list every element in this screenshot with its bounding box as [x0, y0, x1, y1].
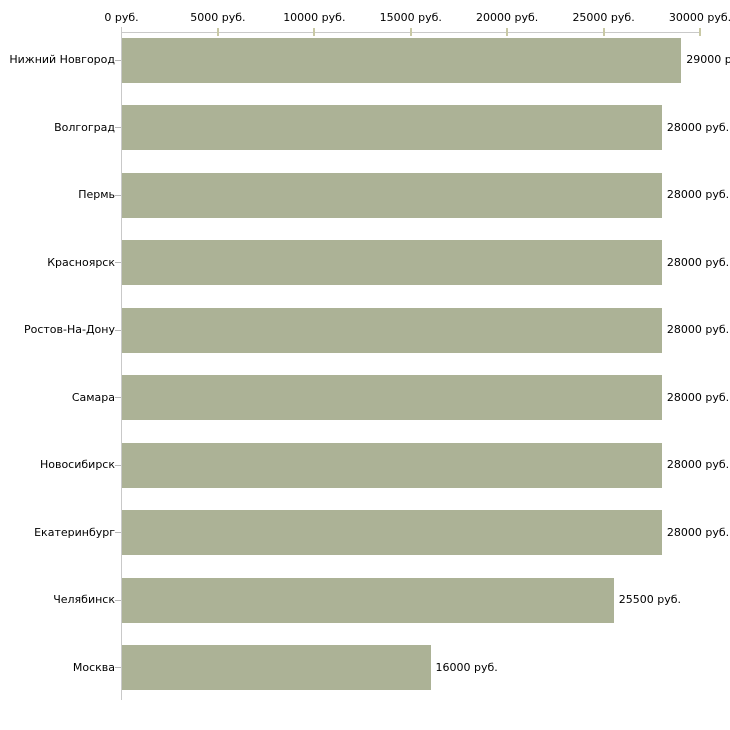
x-tick-label: 5000 руб. [190, 11, 246, 24]
bar [122, 37, 682, 83]
bar [122, 510, 662, 555]
bar [122, 307, 662, 353]
bar-value-label: 28000 руб. [666, 120, 730, 134]
category-label: Москва [72, 660, 115, 674]
category-label: Нижний Новгород [9, 53, 115, 66]
x-tick-mark [699, 28, 701, 36]
x-tick-label: 15000 руб. [379, 11, 442, 24]
x-tick-label: 25000 руб. [572, 11, 635, 24]
bar-value-label: 16000 руб. [435, 660, 498, 674]
x-tick-mark [313, 28, 316, 36]
category-label: Самара [71, 390, 115, 404]
category-tick-mark [115, 194, 121, 196]
category-tick-mark [115, 397, 121, 398]
bar-value-label: 28000 руб. [666, 525, 730, 539]
x-tick-mark [506, 28, 509, 36]
x-tick-label: 30000 руб. [668, 11, 730, 24]
bar-value-label: 28000 руб. [666, 390, 730, 404]
bar [122, 577, 614, 623]
bar [122, 442, 662, 488]
bar-value-label: 28000 руб. [666, 458, 730, 471]
bar [122, 105, 662, 150]
bar [122, 172, 662, 218]
bar [122, 240, 662, 285]
x-tick-label: 10000 руб. [283, 11, 346, 24]
category-tick-mark [115, 59, 121, 61]
category-tick-mark [115, 532, 121, 533]
bar-value-label: 25500 руб. [618, 593, 681, 606]
category-tick-mark [115, 262, 121, 263]
bar-value-label: 28000 руб. [666, 188, 730, 201]
bar [122, 375, 662, 420]
x-tick-mark [409, 28, 412, 36]
x-tick-mark [602, 28, 605, 36]
x-tick-mark [216, 28, 219, 36]
category-tick-mark [115, 127, 121, 128]
category-tick-mark [115, 599, 121, 601]
category-label: Челябинск [53, 593, 115, 606]
x-tick-label: 20000 руб. [476, 11, 539, 24]
bar-value-label: 28000 руб. [666, 255, 730, 269]
category-label: Красноярск [47, 255, 115, 269]
x-tick-label: 0 руб. [104, 11, 139, 24]
category-tick-mark [115, 667, 121, 668]
bar-value-label: 29000 руб. [686, 53, 730, 66]
category-tick-mark [115, 464, 121, 466]
category-tick-mark [115, 329, 121, 331]
category-label: Новосибирск [39, 458, 115, 471]
bar [122, 645, 431, 690]
category-label: Волгоград [54, 120, 115, 134]
category-label: Екатеринбург [34, 525, 115, 539]
category-label: Пермь [78, 188, 115, 201]
category-label: Ростов-На-Дону [23, 323, 115, 336]
bar-value-label: 28000 руб. [666, 323, 730, 336]
y-axis-line [121, 27, 122, 700]
